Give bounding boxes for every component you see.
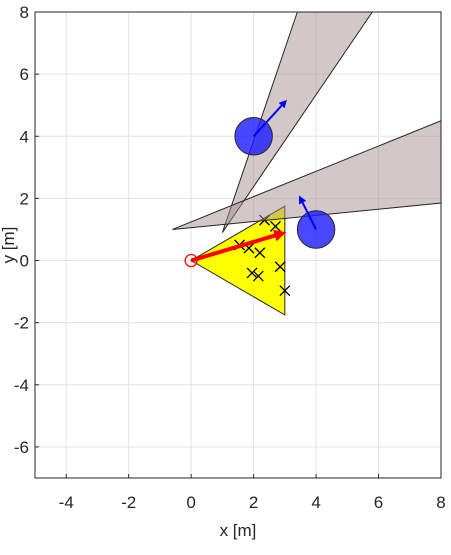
x-tick-label: -4 [59,493,74,512]
x-tick-label: 0 [186,493,195,512]
x-tick-label: 6 [374,493,383,512]
y-axis-label: y [m] [0,227,18,264]
arrow [299,195,317,230]
point-marker [246,267,258,279]
point-marker [274,261,286,273]
arrow [190,229,287,263]
point-marker [252,270,264,282]
x-tick-label: -2 [121,493,136,512]
y-tick-label: 0 [20,252,29,271]
point-marker [254,247,266,259]
axes-box [34,11,442,479]
point-marker [279,285,291,297]
y-tick-label: 8 [20,3,29,22]
y-tick-label: -4 [14,376,29,395]
region [190,205,286,316]
x-tick-label: 8 [436,493,445,512]
y-tick-label: 6 [20,65,29,84]
y-tick-label: 2 [20,189,29,208]
y-tick-label: -2 [14,314,29,333]
arrow [252,99,288,137]
x-tick-label: 2 [249,493,258,512]
origin-marker [184,253,198,268]
y-tick-label: -6 [14,438,29,457]
x-axis-label: x [m] [220,521,257,540]
x-tick-label: 4 [311,493,320,512]
point-marker [270,220,281,232]
y-tick-label: 4 [20,127,29,146]
